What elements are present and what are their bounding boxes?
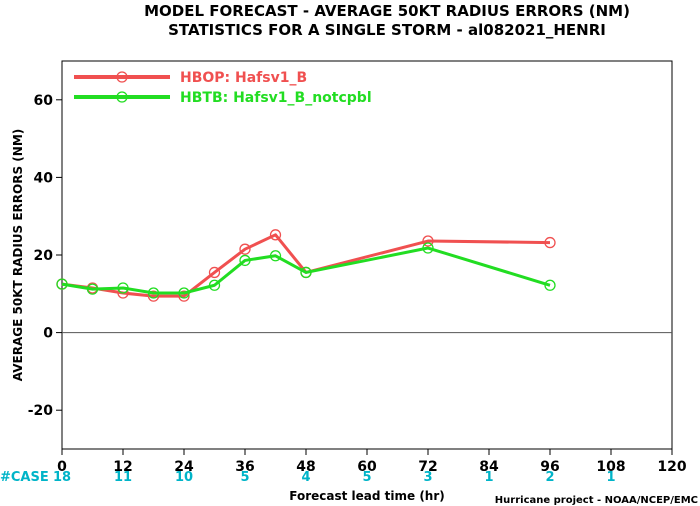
legend-label: HBOP: Hafsv1_B: [180, 70, 307, 86]
data-point: [117, 282, 129, 294]
data-point: [544, 236, 556, 249]
legend-marker: [116, 91, 128, 103]
data-point: [208, 279, 221, 291]
y-axis-ticks: -20 0 20 40 60: [28, 93, 62, 419]
x-tick-label: 24: [174, 459, 194, 475]
y-tick-label: 20: [34, 248, 54, 264]
x-tick-label: 108: [596, 459, 625, 475]
data-point: [239, 254, 251, 267]
case-count: 2: [545, 470, 554, 485]
data-point: [147, 290, 160, 302]
y-axis-label: AVERAGE 50KT RADIUS ERRORS (NM): [11, 129, 25, 381]
x-tick-label: 72: [418, 459, 437, 475]
x-tick-label: 60: [357, 459, 377, 475]
plot-area: [61, 60, 673, 450]
y-tick-label: 0: [43, 326, 53, 342]
data-point: [269, 250, 282, 262]
case-count: 11: [114, 470, 132, 485]
credit-text: Hurricane project - NOAA/NCEP/EMC: [495, 495, 698, 506]
case-count: 4: [301, 470, 310, 485]
case-count: 5: [240, 470, 249, 485]
data-point: [422, 242, 434, 254]
data-point: [300, 266, 312, 279]
x-tick-label: 0: [57, 459, 67, 475]
x-tick-label: 36: [235, 459, 254, 475]
x-tick-label: 120: [657, 459, 686, 475]
x-tick-label: 96: [540, 459, 559, 475]
legend-marker: [116, 71, 128, 83]
x-tick-label: 48: [296, 459, 315, 475]
data-point: [239, 243, 251, 255]
series-layer: [56, 229, 556, 302]
y-tick-label: 60: [34, 93, 54, 109]
data-point: [269, 229, 282, 241]
x-axis-ticks: 0 12 24 36 48 60 72 84 96 108 120: [57, 449, 687, 475]
data-point: [178, 290, 190, 302]
legend-label: HBTB: Hafsv1_B_notcpbl: [180, 90, 372, 106]
y-tick-label: 40: [34, 170, 54, 186]
data-point: [56, 278, 68, 290]
series-1: [56, 242, 556, 299]
case-count: 5: [362, 470, 371, 485]
data-point: [147, 287, 160, 299]
data-point: [178, 287, 190, 299]
case-counts: 18 11 10 5 4 5 3 1 2 1: [53, 470, 616, 485]
case-count: 18: [53, 470, 71, 485]
data-point: [86, 283, 99, 295]
case-count: 1: [606, 470, 615, 485]
case-count: 3: [423, 470, 432, 485]
series-line: [61, 233, 551, 298]
data-point: [208, 266, 221, 279]
x-tick-label: 12: [113, 459, 132, 475]
chart-title: MODEL FORECAST - AVERAGE 50KT RADIUS ERR…: [144, 2, 630, 20]
data-point: [422, 235, 434, 247]
case-label: #CASE: [0, 470, 49, 485]
case-count: 1: [484, 470, 493, 485]
data-point: [544, 279, 556, 291]
x-tick-label: 84: [479, 459, 499, 475]
x-axis-label: Forecast lead time (hr): [289, 489, 445, 503]
chart-subtitle: STATISTICS FOR A SINGLE STORM - al082021…: [168, 21, 606, 39]
legend: HBOP: Hafsv1_B HBTB: Hafsv1_B_notcpbl: [74, 70, 372, 106]
y-tick-label: -20: [28, 403, 54, 419]
series-line: [61, 246, 551, 295]
case-count: 10: [175, 470, 193, 485]
